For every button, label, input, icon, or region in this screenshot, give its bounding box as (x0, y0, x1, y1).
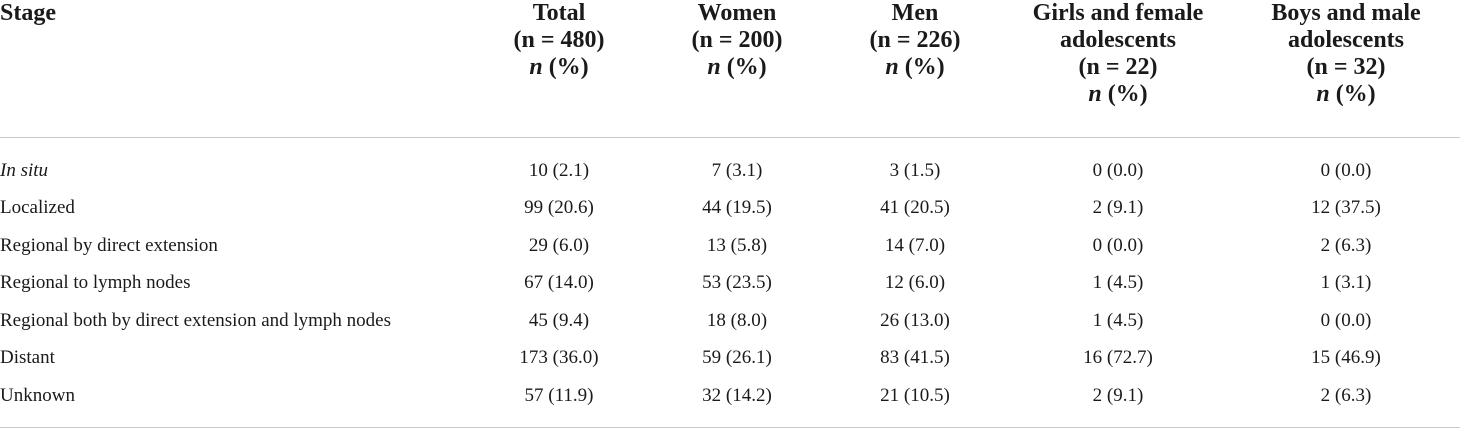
column-header-line: (n = 32) (1306, 54, 1386, 80)
cell-men: 3 (1.5) (889, 159, 941, 181)
table-header: Stage Total (n = 480) n (%) Women (n = 2… (0, 0, 1460, 138)
column-header-line: (n = 22) (1078, 54, 1158, 80)
column-header-line: Women (697, 0, 777, 26)
unit-rest: (%) (1329, 81, 1376, 107)
unit-rest: (%) (720, 54, 767, 80)
column-header-line: adolescents (1060, 27, 1176, 53)
table-row: In situ 10 (2.1) 7 (3.1) 3 (1.5) 0 (0.0)… (0, 137, 1460, 189)
row-label: Regional by direct extension (0, 234, 218, 256)
row-label: Regional both by direct extension and ly… (0, 309, 392, 331)
cell-women: 18 (8.0) (706, 309, 768, 331)
column-header-line: Men (891, 0, 939, 26)
cell-total: 29 (6.0) (528, 234, 590, 256)
unit-italic: n (707, 54, 721, 80)
table-body: In situ 10 (2.1) 7 (3.1) 3 (1.5) 0 (0.0)… (0, 137, 1460, 426)
column-header-girls: Girls and female adolescents (n = 22) n … (1004, 0, 1232, 138)
column-header-unit: n (%) (826, 54, 1004, 81)
header-row: Stage Total (n = 480) n (%) Women (n = 2… (0, 0, 1460, 138)
cell-boys: 15 (46.9) (1311, 347, 1381, 368)
unit-italic: n (1316, 81, 1330, 107)
cell-girls: 1 (4.5) (1092, 272, 1144, 293)
row-label: Unknown (0, 384, 75, 406)
column-header-boys: Boys and male adolescents (n = 32) n (%) (1232, 0, 1460, 138)
cell-boys: 0 (0.0) (1320, 159, 1372, 181)
cell-men: 21 (10.5) (880, 384, 950, 406)
cell-women: 7 (3.1) (711, 159, 763, 181)
table-row: Regional by direct extension 29 (6.0) 13… (0, 227, 1460, 265)
table-row: Localized 99 (20.6) 44 (19.5) 41 (20.5) … (0, 189, 1460, 227)
row-label: Regional to lymph nodes (0, 272, 191, 293)
cell-girls: 0 (0.0) (1092, 159, 1144, 181)
stage-column-header: Stage (0, 0, 470, 138)
column-header-unit: n (%) (470, 54, 648, 81)
cell-boys: 1 (3.1) (1320, 272, 1372, 293)
row-label: Distant (0, 347, 55, 368)
cell-total: 67 (14.0) (524, 272, 594, 293)
table-row: Regional to lymph nodes 67 (14.0) 53 (23… (0, 264, 1460, 302)
cell-girls: 1 (4.5) (1092, 309, 1144, 331)
table-bottom-rule (0, 427, 1460, 428)
column-header-line: (n = 200) (691, 27, 783, 53)
cell-total: 99 (20.6) (524, 197, 594, 218)
table-row: Distant 173 (36.0) 59 (26.1) 83 (41.5) 1… (0, 339, 1460, 377)
cell-men: 41 (20.5) (880, 197, 950, 218)
unit-italic: n (885, 54, 899, 80)
cell-boys: 0 (0.0) (1320, 309, 1372, 331)
cell-women: 13 (5.8) (706, 234, 768, 256)
cell-men: 26 (13.0) (880, 309, 950, 331)
table-row: Regional both by direct extension and ly… (0, 302, 1460, 340)
cell-boys: 2 (6.3) (1320, 384, 1372, 406)
cell-girls: 16 (72.7) (1083, 347, 1153, 368)
cell-girls: 2 (9.1) (1092, 197, 1144, 218)
column-header-line: adolescents (1288, 27, 1404, 53)
column-header-line: Boys and male (1271, 0, 1421, 26)
column-header-total: Total (n = 480) n (%) (470, 0, 648, 138)
unit-italic: n (1088, 81, 1102, 107)
unit-rest: (%) (1101, 81, 1148, 107)
cell-boys: 12 (37.5) (1311, 197, 1381, 218)
cell-men: 83 (41.5) (880, 347, 950, 368)
column-header-women: Women (n = 200) n (%) (648, 0, 826, 138)
table-row: Unknown 57 (11.9) 32 (14.2) 21 (10.5) 2 … (0, 377, 1460, 427)
unit-italic: n (529, 54, 543, 80)
cell-women: 44 (19.5) (702, 197, 772, 218)
column-header-unit: n (%) (648, 54, 826, 81)
cell-total: 57 (11.9) (524, 384, 594, 406)
cell-girls: 0 (0.0) (1092, 234, 1144, 256)
cell-total: 10 (2.1) (528, 159, 590, 181)
column-header-unit: n (%) (1004, 81, 1232, 108)
cell-boys: 2 (6.3) (1320, 234, 1372, 256)
column-header-line: (n = 226) (869, 27, 961, 53)
cell-women: 32 (14.2) (702, 384, 772, 406)
row-label: Localized (0, 197, 75, 218)
cell-men: 14 (7.0) (884, 234, 946, 256)
cell-women: 59 (26.1) (702, 347, 772, 368)
column-header-unit: n (%) (1232, 81, 1460, 108)
cell-total: 45 (9.4) (528, 309, 590, 331)
column-header-line: (n = 480) (513, 27, 605, 53)
column-header-line: Girls and female (1032, 0, 1204, 26)
cell-girls: 2 (9.1) (1092, 384, 1144, 406)
unit-rest: (%) (898, 54, 945, 80)
cell-women: 53 (23.5) (702, 272, 772, 293)
column-header-line: Total (532, 0, 586, 26)
row-label: In situ (0, 159, 49, 181)
column-header-men: Men (n = 226) n (%) (826, 0, 1004, 138)
cell-men: 12 (6.0) (884, 272, 946, 293)
cell-total: 173 (36.0) (519, 347, 599, 368)
unit-rest: (%) (542, 54, 589, 80)
